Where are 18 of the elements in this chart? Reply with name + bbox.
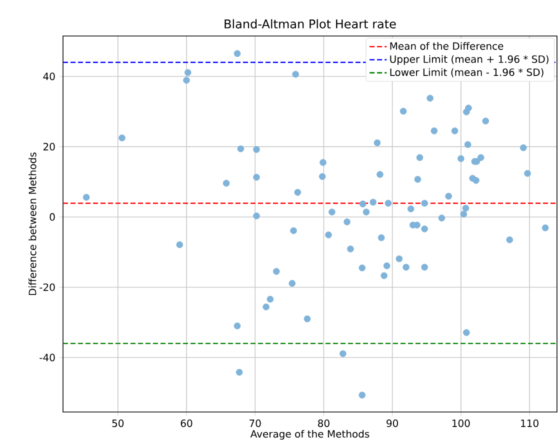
y-tick-label: 0 [50, 213, 55, 221]
x-tick-label: 80 [318, 420, 330, 428]
x-tick-label: 100 [452, 420, 470, 428]
x-tick-label: 90 [386, 420, 398, 428]
y-axis-title: Difference between Methods [28, 152, 36, 295]
chart-title: Bland-Altman Plot Heart rate [224, 19, 396, 28]
legend-label: Lower Limit (mean - 1.96 * SD) [390, 68, 544, 78]
x-tick-label: 60 [180, 420, 192, 428]
legend-label: Mean of the Difference [390, 42, 504, 50]
ref-line-label: Upper Limit (mean + 1.96 * SD) [390, 55, 548, 65]
x-tick-label: 70 [250, 420, 261, 428]
y-tick-label: 40 [43, 72, 55, 80]
y-tick-label: -20 [40, 283, 55, 292]
y-tick-label: 20 [43, 142, 55, 150]
x-tick-label: 50 [112, 420, 124, 428]
x-axis-title: Average of the Methods [250, 430, 370, 440]
y-tick-label: -40 [40, 354, 55, 362]
x-tick-label: 110 [521, 420, 538, 428]
